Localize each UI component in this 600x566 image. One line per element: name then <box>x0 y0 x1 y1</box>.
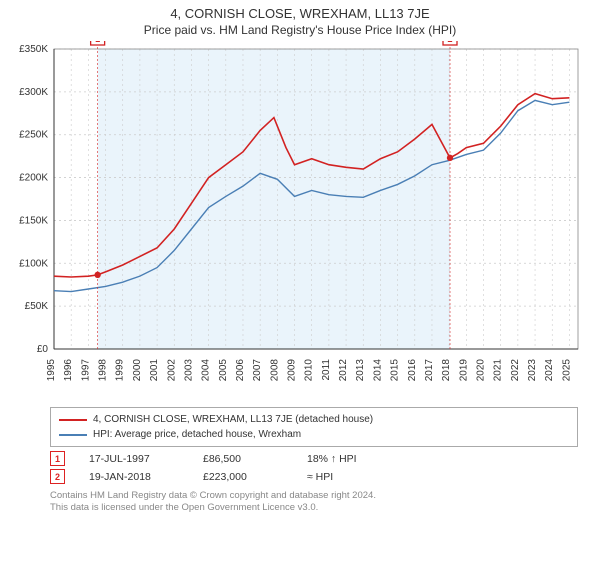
svg-text:1: 1 <box>95 41 100 44</box>
transaction-price: £86,500 <box>203 453 283 465</box>
svg-text:2013: 2013 <box>355 359 366 382</box>
transaction-price: £223,000 <box>203 471 283 483</box>
svg-text:2008: 2008 <box>269 359 280 382</box>
svg-text:2001: 2001 <box>149 359 160 382</box>
footer-line-1: Contains HM Land Registry data © Crown c… <box>50 490 578 502</box>
transaction-marker: 1 <box>50 451 65 466</box>
svg-text:2007: 2007 <box>252 359 263 382</box>
svg-text:2019: 2019 <box>458 359 469 382</box>
legend-item: 4, CORNISH CLOSE, WREXHAM, LL13 7JE (det… <box>59 412 569 427</box>
svg-text:1995: 1995 <box>46 359 57 382</box>
legend-swatch <box>59 419 87 421</box>
svg-text:£100K: £100K <box>19 258 48 269</box>
svg-text:2022: 2022 <box>510 359 521 382</box>
transaction-marker: 2 <box>50 469 65 484</box>
svg-text:1996: 1996 <box>63 359 74 382</box>
footer: Contains HM Land Registry data © Crown c… <box>50 490 578 515</box>
transaction-hpi: ≈ HPI <box>307 471 333 483</box>
transaction-date: 19-JAN-2018 <box>89 471 179 483</box>
svg-text:1999: 1999 <box>115 359 126 382</box>
legend-item: HPI: Average price, detached house, Wrex… <box>59 427 569 442</box>
transaction-hpi: 18% ↑ HPI <box>307 453 357 465</box>
svg-text:2024: 2024 <box>544 359 555 382</box>
svg-text:2010: 2010 <box>304 359 315 382</box>
svg-text:£250K: £250K <box>19 130 48 141</box>
transaction-row: 2 19-JAN-2018 £223,000 ≈ HPI <box>50 469 578 484</box>
transaction-row: 1 17-JUL-1997 £86,500 18% ↑ HPI <box>50 451 578 466</box>
legend-label: HPI: Average price, detached house, Wrex… <box>93 427 301 442</box>
svg-text:2012: 2012 <box>338 359 349 382</box>
legend: 4, CORNISH CLOSE, WREXHAM, LL13 7JE (det… <box>50 407 578 447</box>
svg-text:1997: 1997 <box>80 359 91 382</box>
svg-text:2009: 2009 <box>287 359 298 382</box>
svg-text:£350K: £350K <box>19 44 48 55</box>
svg-text:£200K: £200K <box>19 173 48 184</box>
svg-text:£150K: £150K <box>19 215 48 226</box>
svg-text:2023: 2023 <box>527 359 538 382</box>
chart-svg: £0 £50K £100K £150K £200K £250K £300K £350K 1995… <box>10 41 590 401</box>
svg-text:2015: 2015 <box>390 359 401 382</box>
svg-text:2016: 2016 <box>407 359 418 382</box>
svg-text:2000: 2000 <box>132 359 143 382</box>
svg-text:2014: 2014 <box>372 359 383 382</box>
svg-text:2002: 2002 <box>166 359 177 382</box>
svg-text:£50K: £50K <box>25 301 49 312</box>
svg-text:2025: 2025 <box>561 359 572 382</box>
svg-text:2020: 2020 <box>476 359 487 382</box>
svg-text:2: 2 <box>447 41 452 44</box>
transactions: 1 17-JUL-1997 £86,500 18% ↑ HPI 2 19-JAN-2018… <box>50 451 578 484</box>
svg-text:£300K: £300K <box>19 87 48 98</box>
svg-text:2004: 2004 <box>201 359 212 382</box>
page-title: 4, CORNISH CLOSE, WREXHAM, LL13 7JE <box>0 6 600 21</box>
svg-text:2006: 2006 <box>235 359 246 382</box>
page-subtitle: Price paid vs. HM Land Registry's House … <box>0 23 600 37</box>
svg-text:2005: 2005 <box>218 359 229 382</box>
transaction-date: 17-JUL-1997 <box>89 453 179 465</box>
legend-swatch <box>59 434 87 436</box>
svg-text:2018: 2018 <box>441 359 452 382</box>
svg-text:£0: £0 <box>37 344 49 355</box>
svg-text:2011: 2011 <box>321 359 332 381</box>
svg-text:2021: 2021 <box>493 359 504 382</box>
footer-line-2: This data is licensed under the Open Gov… <box>50 502 578 514</box>
svg-text:2003: 2003 <box>183 359 194 382</box>
legend-label: 4, CORNISH CLOSE, WREXHAM, LL13 7JE (det… <box>93 412 373 427</box>
svg-text:2017: 2017 <box>424 359 435 382</box>
price-chart: £0 £50K £100K £150K £200K £250K £300K £350K 1995… <box>10 41 590 401</box>
svg-text:1998: 1998 <box>98 359 109 382</box>
